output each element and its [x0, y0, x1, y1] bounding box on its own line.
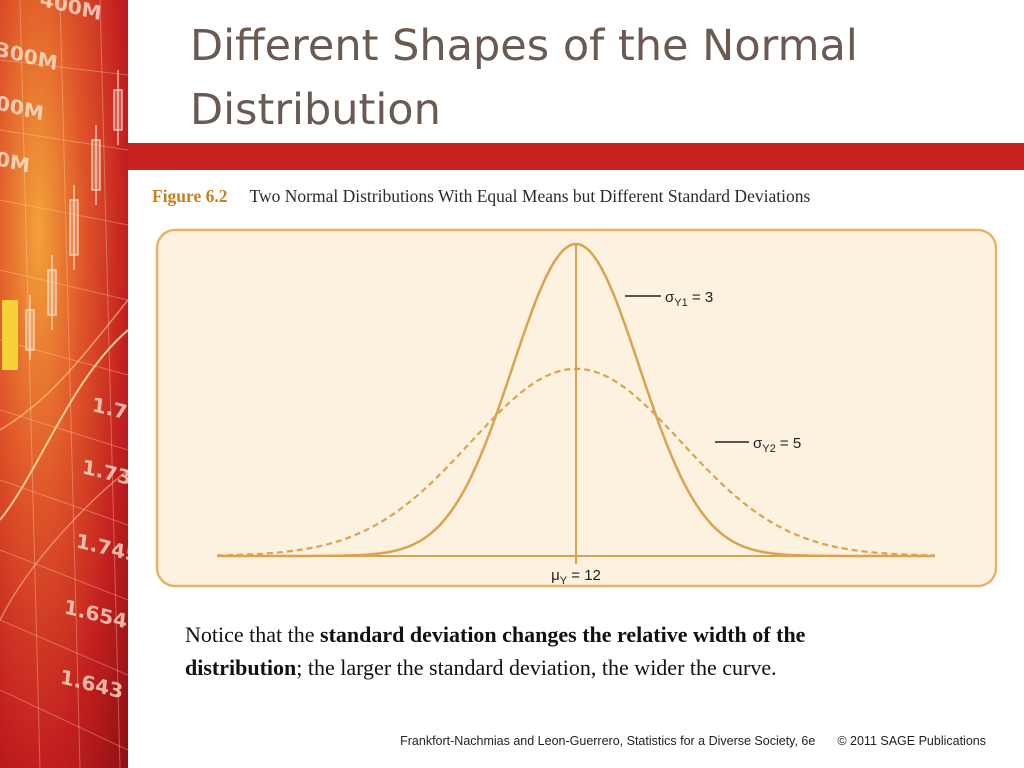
decorative-finance-strip: 400M 300M 00M 0M 1.75 1.734 1.745 1.654 … — [0, 0, 128, 768]
notice-emphasis: standard deviation changes the relative … — [185, 622, 806, 680]
notice-text-end: ; the larger the standard deviation, the… — [296, 655, 777, 680]
figure-label: Figure 6.2 — [152, 186, 228, 206]
figure-caption-text: Two Normal Distributions With Equal Mean… — [249, 186, 811, 206]
chart-svg: σY1 = 3 σY2 = 5 μY = 12 — [155, 228, 998, 588]
highlight-candle — [2, 300, 18, 370]
normal-distribution-chart: σY1 = 3 σY2 = 5 μY = 12 — [155, 228, 998, 590]
slide-title: Different Shapes of the Normal Distribut… — [190, 21, 858, 135]
notice-paragraph: Notice that the standard deviation chang… — [185, 618, 925, 684]
curve-sd-3 — [217, 242, 935, 558]
strip-graphics — [0, 0, 128, 768]
figure-caption: Figure 6.2 Two Normal Distributions With … — [152, 186, 810, 207]
mean-label: μY = 12 — [551, 567, 601, 587]
legend-label-sd-3: σY1 = 3 — [665, 289, 713, 309]
curve-sd-5 — [217, 367, 935, 557]
footer-citation: Frankfort-Nachmias and Leon-Guerrero, St… — [400, 734, 816, 748]
slide-footer: Frankfort-Nachmias and Leon-Guerrero, St… — [400, 734, 986, 748]
legend-label-sd-5: σY2 = 5 — [753, 435, 801, 455]
footer-copyright: © 2011 SAGE Publications — [837, 734, 986, 748]
notice-text-start: Notice that the — [185, 622, 321, 647]
title-divider-bar — [128, 143, 1024, 170]
